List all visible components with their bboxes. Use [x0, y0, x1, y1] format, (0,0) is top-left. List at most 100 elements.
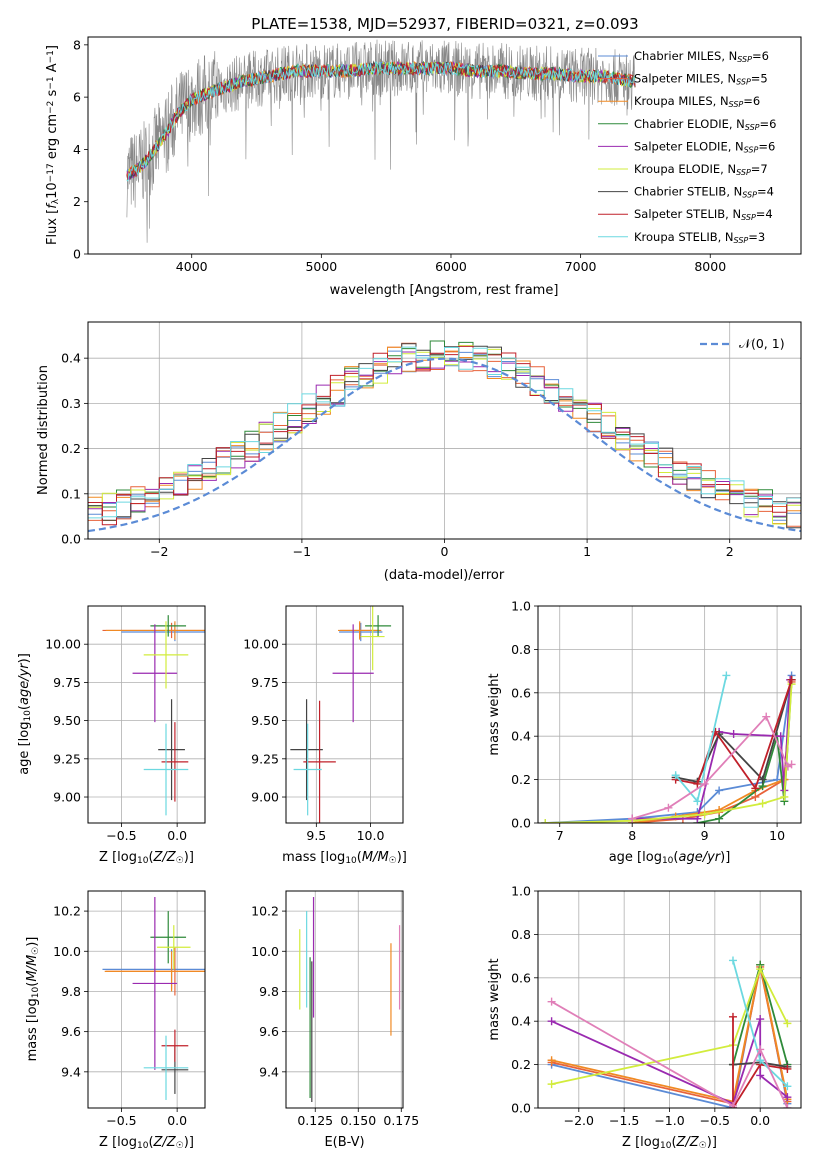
legend-entry: Chabrier STELIB, NSSP=4 — [634, 185, 774, 200]
mass-weight-marker — [756, 965, 765, 974]
legend-entry: Kroupa STELIB, NSSP=3 — [634, 230, 765, 245]
x-axis-label: Z [log10(Z/Z☉)] — [622, 1135, 717, 1151]
y-tick-label: 9.4 — [259, 1064, 279, 1079]
y-tick-label: 10.00 — [243, 637, 279, 652]
mass-weight-marker — [729, 730, 738, 739]
y-tick-label: 0.2 — [61, 441, 81, 456]
y-tick-label: 10.00 — [45, 637, 81, 652]
y-tick-label: 10.2 — [53, 904, 81, 919]
mass-weight-marker — [758, 799, 767, 808]
y-tick-label: 9.4 — [61, 1064, 81, 1079]
x-tick-label: 10 — [769, 828, 785, 843]
mass-weight-vs-age-panel: 7 8 9 10 0.0 0.2 0.4 0.6 0.8 1.0 age [log10(age/yr… — [487, 599, 802, 866]
x-axis-label: wavelength [Angstrom, rest frame] — [330, 283, 559, 298]
y-axis-label: Flux [fλ10−17 erg cm−2 s−1 A−1] — [45, 45, 61, 245]
axes-frame — [87, 36, 802, 255]
x-tick-label: 0.150 — [340, 1113, 376, 1128]
mass-weight-marker — [541, 819, 550, 823]
age-vs-mass-panel: 9.5 10.0 9.00 9.25 9.50 9.75 10.00 mass [log10(… — [243, 605, 407, 866]
mass-weight-marker — [783, 1082, 792, 1091]
y-tick-label: 0.4 — [511, 729, 531, 744]
y-tick-label: 0.2 — [511, 1057, 531, 1072]
y-axis-label: age [log10(age/yr)] — [17, 653, 33, 775]
x-tick-label: 0.175 — [383, 1113, 419, 1128]
x-tick-label: 4000 — [176, 259, 208, 274]
mass-weight-marker — [787, 760, 796, 769]
y-tick-label: 0.2 — [511, 772, 531, 787]
y-tick-label: 1.0 — [511, 884, 531, 899]
residual-histogram-step — [88, 346, 801, 519]
mass-weight-marker — [787, 675, 796, 684]
y-tick-label: 9.8 — [259, 984, 279, 999]
mass-weight-series-line — [675, 675, 728, 804]
mass-weight-marker — [722, 671, 731, 680]
mass-weight-marker — [693, 797, 702, 806]
mass-weight-marker — [671, 771, 680, 780]
y-tick-label: 0.8 — [511, 642, 531, 657]
axes-frame — [537, 605, 802, 824]
y-tick-label: 10.2 — [251, 904, 279, 919]
mass-vs-metallicity-panel: −0.5 0.0 9.4 9.6 9.8 10.0 10.2 Z [log10(Z/Z☉)] m… — [25, 890, 206, 1151]
y-tick-label: 9.75 — [53, 675, 81, 690]
y-tick-label: 0.3 — [61, 396, 81, 411]
mass-weight-marker — [758, 775, 767, 784]
mass-weight-marker — [547, 1080, 556, 1089]
y-tick-label: 0.0 — [511, 816, 531, 831]
y-tick-label: 10.0 — [53, 944, 81, 959]
normal-reference-curve — [88, 357, 801, 533]
residuals-histogram-panel: −2 −1 0 1 2 0.0 0.1 0.2 0.3 0.4 𝒩(0, 1) (data-model… — [36, 321, 802, 583]
mass-weight-marker — [547, 1017, 556, 1026]
y-tick-label: 4 — [73, 142, 81, 157]
mass-weight-marker — [547, 997, 556, 1006]
plot-area — [541, 671, 796, 823]
x-axis-label: (data-model)/error — [384, 568, 505, 583]
y-tick-label: 1.0 — [511, 599, 531, 614]
mass-weight-marker — [715, 805, 724, 814]
legend-entry: Salpeter MILES, NSSP=5 — [634, 72, 768, 87]
x-tick-label: −2.0 — [564, 1113, 594, 1128]
y-tick-label: 0.4 — [61, 351, 81, 366]
y-tick-label: 0.8 — [511, 927, 531, 942]
x-axis-label: mass [log10(M/M☉)] — [282, 850, 407, 866]
y-tick-label: 0 — [73, 247, 81, 262]
x-tick-label: 1 — [583, 544, 591, 559]
x-axis-label: E(B-V) — [324, 1135, 364, 1150]
mass-weight-marker — [700, 779, 709, 788]
x-tick-label: −0.5 — [700, 1113, 730, 1128]
y-axis-label: Normed distribution — [36, 365, 51, 495]
y-tick-label: 0.0 — [61, 532, 81, 547]
mass-weight-series-line — [545, 684, 793, 823]
mass-weight-marker — [728, 1101, 737, 1108]
x-tick-label: 2 — [726, 544, 734, 559]
y-tick-label: 6 — [73, 90, 81, 105]
legend-entry: Salpeter STELIB, NSSP=4 — [634, 207, 773, 222]
x-tick-label: 0.125 — [297, 1113, 333, 1128]
x-tick-label: −0.5 — [106, 1113, 136, 1128]
x-tick-label: 0.0 — [167, 828, 187, 843]
y-tick-label: 0.0 — [511, 1101, 531, 1116]
x-tick-label: 0 — [441, 544, 449, 559]
y-tick-label: 0.6 — [511, 970, 531, 985]
y-tick-label: 9.75 — [251, 675, 279, 690]
mass-weight-marker — [783, 1064, 792, 1073]
y-tick-label: 9.8 — [61, 984, 81, 999]
mass-weight-marker — [728, 956, 737, 965]
mass-weight-marker — [776, 732, 785, 741]
mass-weight-marker — [715, 786, 724, 795]
y-tick-label: 9.00 — [53, 790, 81, 805]
model-spectrum-line — [126, 61, 636, 182]
y-tick-label: 9.6 — [61, 1024, 81, 1039]
y-axis-label: mass weight — [487, 958, 502, 1040]
mass-weight-series-line — [551, 964, 789, 1103]
x-tick-label: −1 — [293, 544, 311, 559]
y-tick-label: 0.1 — [61, 486, 81, 501]
y-tick-label: 10.0 — [251, 944, 279, 959]
x-tick-label: −1.0 — [654, 1113, 684, 1128]
legend-entry: Kroupa MILES, NSSP=6 — [634, 94, 760, 109]
x-axis-label: Z [log10(Z/Z☉)] — [99, 1135, 194, 1151]
y-tick-label: 0.6 — [511, 685, 531, 700]
mass-weight-marker — [547, 1056, 556, 1065]
plot-area — [290, 606, 392, 823]
y-axis-label: mass [log10(M/M☉)] — [25, 937, 41, 1062]
y-tick-label: 9.00 — [251, 790, 279, 805]
